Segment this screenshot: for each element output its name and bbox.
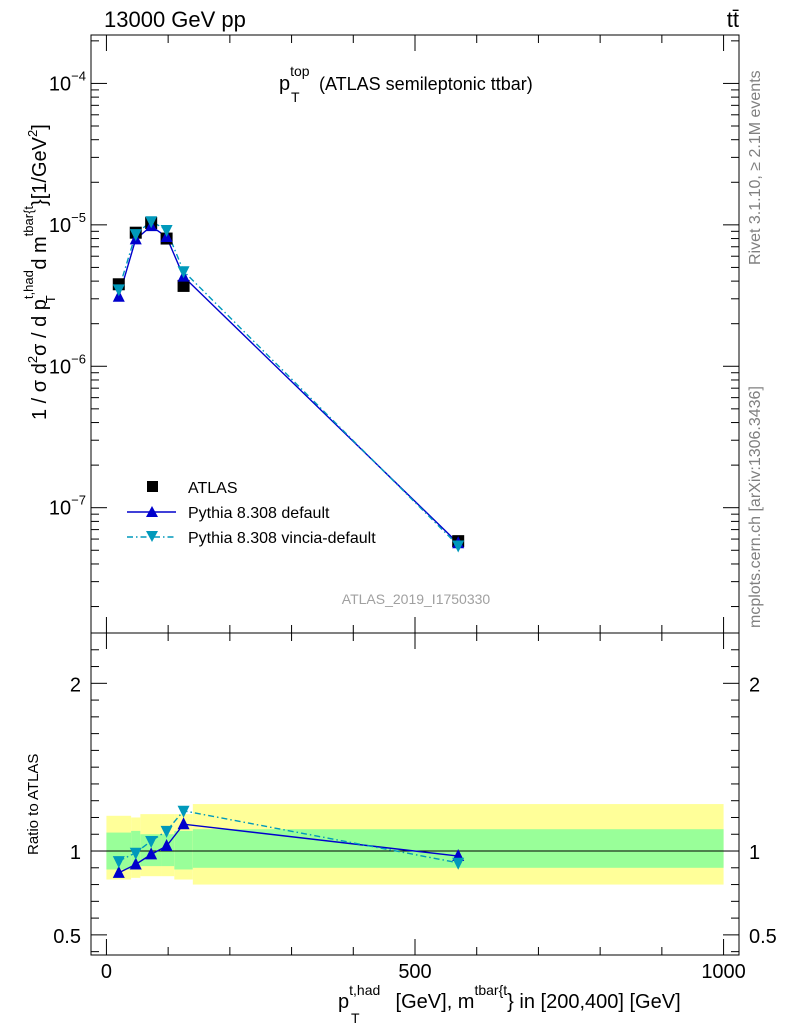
ylabel-p5: ] — [29, 124, 51, 130]
ratio-point-s1-1 — [129, 847, 142, 860]
ylabel-p2sub: T — [43, 295, 58, 303]
legend-label-vincia: Pythia 8.308 vincia-default — [188, 530, 376, 547]
ratio-ytick-label-right: 2 — [749, 674, 760, 696]
ratio-ylabel: Ratio to ATLAS — [25, 754, 42, 855]
rivet-label: Rivet 3.1.10, ≥ 2.1M events — [747, 70, 764, 265]
xlabel-p1sub: T — [351, 1010, 360, 1024]
main-point-s2-2 — [145, 216, 158, 229]
ylabel-p3: d m — [29, 236, 51, 275]
legend-entry-atlas: ATLAS — [147, 480, 238, 497]
main-ytick-label: 10−7 — [49, 493, 86, 520]
ratio-ytick-label-right: 1 — [749, 842, 760, 864]
main-ylabel: 1 / σ d2σ / d pt,hadT d mtbar{t}[1/GeV2] — [21, 124, 58, 420]
ratio-panel-background — [91, 633, 739, 955]
ylabel-p1sup: 2 — [25, 356, 40, 363]
main-point-s0-4 — [177, 279, 190, 292]
xlabel-p1sup: t,had — [349, 982, 380, 998]
ylabel-p4: }[1/GeV — [29, 136, 51, 206]
ratio-point-s0-4 — [177, 817, 190, 830]
ylabel-p1: 1 / σ d — [29, 363, 51, 420]
ratio-point-s0-2 — [145, 847, 158, 860]
title-sub: T — [291, 89, 300, 105]
energy-label: 13000 GeV pp — [104, 7, 246, 32]
legend-marker-vincia — [146, 531, 158, 542]
legend-label-atlas: ATLAS — [188, 480, 238, 497]
ratio-point-s1-4 — [177, 805, 190, 818]
main-point-s2-3 — [160, 224, 173, 237]
process-label: tt̄ — [727, 7, 739, 32]
legend-marker-pythia-default — [146, 506, 158, 517]
legend-marker-atlas — [147, 481, 158, 492]
chart-title: ptop T (ATLAS semileptonic ttbar) — [279, 63, 533, 105]
title-main: p — [279, 73, 290, 95]
ratio-ytick-label-left: 1 — [70, 842, 81, 864]
ratio-band-inner — [174, 830, 193, 870]
xlabel-p3: } in [200,400] [GeV] — [507, 991, 680, 1013]
ratio-ytick-label-right: 0.5 — [749, 926, 777, 948]
ratio-point-s0-1 — [129, 857, 142, 870]
ratio-xtick-label: 0 — [101, 961, 112, 983]
ratio-point-s0-0 — [112, 865, 125, 878]
analysis-label: ATLAS_2019_I1750330 — [342, 591, 491, 607]
main-ytick-label: 10−5 — [49, 210, 86, 237]
ratio-panel: 0.5 0.5 1 1 2 2 0 500 1000 Ratio to ATLAS pt,ha… — [25, 632, 777, 1024]
main-point-s2-4 — [177, 266, 190, 279]
legend-entry-vincia: Pythia 8.308 vincia-default — [127, 530, 376, 547]
main-ytick-label: 10−4 — [49, 68, 86, 95]
ratio-point-s1-0 — [112, 856, 125, 869]
main-series-line-2 — [118, 220, 459, 546]
main-panel-background — [91, 35, 739, 633]
ratio-panel-frame — [90, 632, 740, 956]
main-point-s2-5 — [452, 540, 465, 553]
ratio-xtick-label: 1000 — [701, 961, 746, 983]
ratio-point-s0-3 — [160, 838, 173, 851]
legend-entry-pythia-default: Pythia 8.308 default — [127, 505, 330, 522]
ylabel-p2sup: t,had — [21, 270, 36, 299]
ratio-point-s1-2 — [145, 835, 158, 848]
title-rest: (ATLAS semileptonic ttbar) — [319, 74, 533, 94]
ylabel-p3sup: tbar{t — [21, 206, 36, 237]
main-series-line-1 — [118, 225, 459, 544]
ratio-xlabel: pt,had T [GeV], mtbar{t} in [200,400] [Ge… — [338, 982, 681, 1024]
ylabel-p4sup: 2 — [25, 130, 40, 137]
xlabel-p2sup: tbar{t — [474, 982, 507, 998]
legend: ATLAS Pythia 8.308 default Pythia 8.308 … — [127, 480, 376, 547]
xlabel-p1: p — [338, 991, 349, 1013]
ratio-series-line-1 — [118, 810, 459, 864]
mcplots-label: mcplots.cern.ch [arXiv:1306.3436] — [747, 386, 764, 628]
main-panel: 10−7 10−6 10−5 10−4 ptop T (ATLAS semileptoni… — [21, 34, 740, 634]
ratio-point-s1-5 — [452, 857, 465, 870]
ratio-ytick-label-left: 2 — [70, 674, 81, 696]
main-point-s2-0 — [112, 284, 125, 297]
ratio-point-s1-3 — [160, 825, 173, 838]
legend-label-pythia-default: Pythia 8.308 default — [188, 505, 330, 522]
ylabel-p2: σ / d p — [29, 299, 51, 356]
title-sup: top — [290, 63, 310, 79]
main-point-s2-1 — [129, 229, 142, 242]
xlabel-p2: [GeV], m — [390, 991, 474, 1013]
ratio-xtick-label: 500 — [398, 961, 431, 983]
ratio-ytick-label-left: 0.5 — [53, 926, 81, 948]
main-ytick-label: 10−6 — [49, 351, 86, 378]
